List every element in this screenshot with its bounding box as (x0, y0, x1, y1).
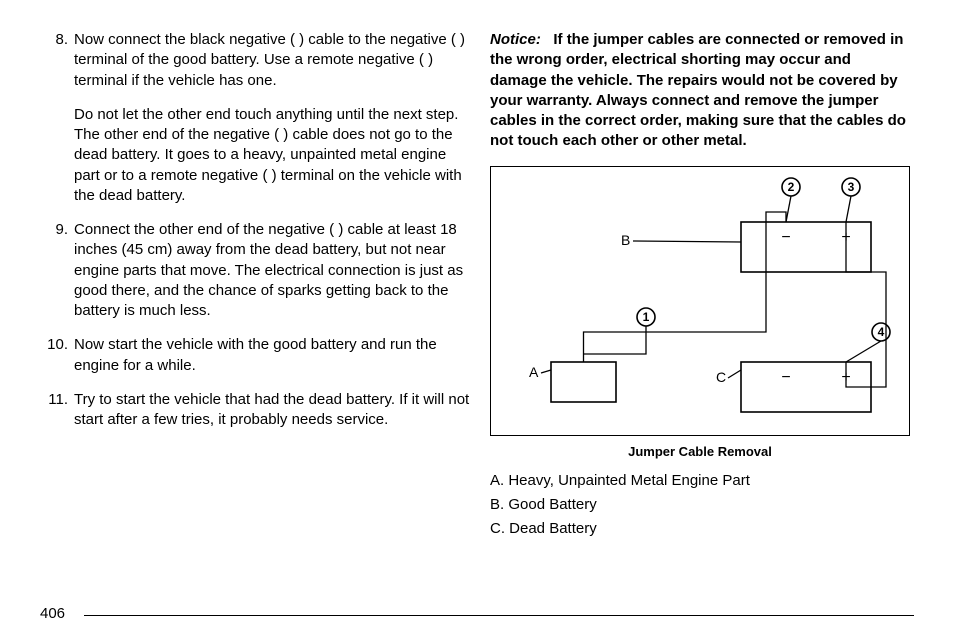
step-9: 9. Connect the other end of the negative… (40, 220, 470, 321)
step-8: 8. Now connect the black negative ( ) ca… (40, 30, 470, 91)
legend-C: C. Dead Battery (490, 517, 910, 541)
step-9-text: Connect the other end of the negative ( … (74, 221, 463, 319)
step-10-text: Now start the vehicle with the good batt… (74, 336, 437, 373)
step-11: 11. Try to start the vehicle that had th… (40, 390, 470, 431)
legend: A. Heavy, Unpainted Metal Engine Part B.… (490, 469, 910, 541)
step-11-text: Try to start the vehicle that had the de… (74, 391, 469, 428)
svg-text:+: + (841, 229, 850, 246)
step-9-num: 9. (40, 220, 68, 240)
notice-label: Notice: (490, 31, 541, 48)
diagram-svg: 1 2 3 4 A B C − + − + (491, 167, 909, 435)
svg-text:B: B (621, 232, 630, 248)
diagram-caption: Jumper Cable Removal (490, 444, 910, 459)
svg-text:2: 2 (788, 180, 795, 194)
svg-text:−: − (781, 369, 790, 386)
svg-text:−: − (781, 229, 790, 246)
notice-text: If the jumper cables are connected or re… (490, 31, 906, 149)
notice-block: Notice: If the jumper cables are connect… (490, 30, 910, 152)
svg-text:C: C (716, 369, 726, 385)
step-11-num: 11. (40, 390, 68, 410)
step-8-text: Now connect the black negative ( ) cable… (74, 31, 465, 89)
legend-B: B. Good Battery (490, 493, 910, 517)
svg-text:3: 3 (848, 180, 855, 194)
step-8-num: 8. (40, 30, 68, 50)
legend-A: A. Heavy, Unpainted Metal Engine Part (490, 469, 910, 493)
step-8-sub: Do not let the other end touch anything … (74, 105, 470, 206)
svg-text:+: + (841, 369, 850, 386)
svg-text:4: 4 (878, 325, 885, 339)
step-10-num: 10. (40, 335, 68, 355)
page-number: 406 (40, 605, 65, 622)
step-10: 10. Now start the vehicle with the good … (40, 335, 470, 376)
jumper-diagram: 1 2 3 4 A B C − + − + (490, 166, 910, 436)
svg-text:1: 1 (643, 310, 650, 324)
footer-rule (84, 615, 914, 617)
svg-text:A: A (529, 364, 539, 380)
